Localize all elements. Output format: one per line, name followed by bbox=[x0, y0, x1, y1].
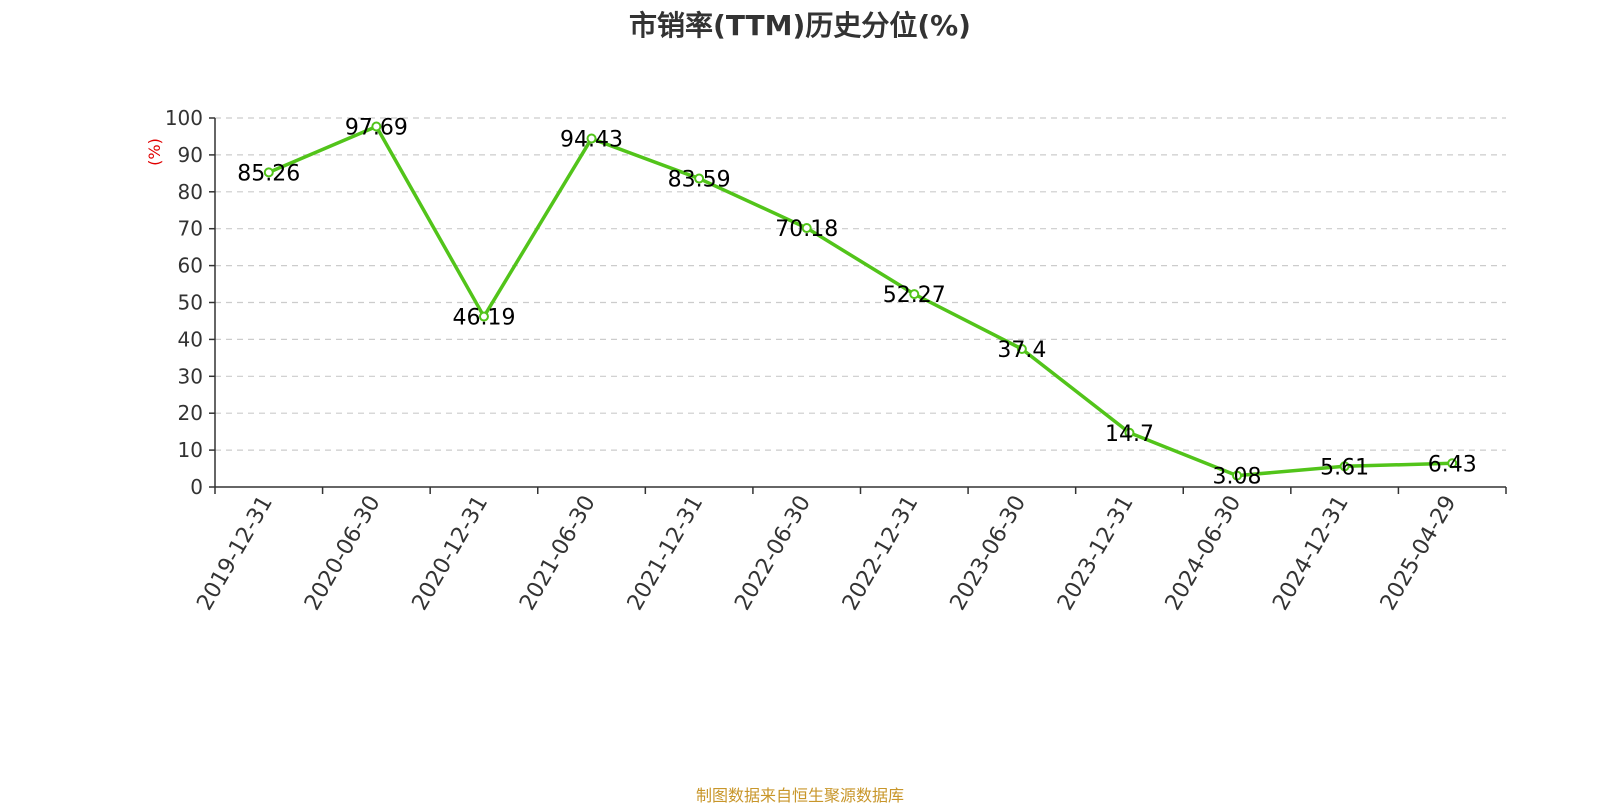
y-ticks: 0 10 20 30 40 50 60 70 80 90 100 bbox=[165, 106, 215, 499]
data-point bbox=[586, 133, 597, 144]
data-label: 97.69 bbox=[345, 116, 408, 141]
data-label: 6.43 bbox=[1428, 452, 1477, 477]
data-label: 70.18 bbox=[775, 217, 838, 242]
data-label: 52.27 bbox=[883, 283, 946, 308]
x-tick-label: 2021-12-31 bbox=[623, 492, 709, 615]
x-ticks: 2019-12-31 2020-06-30 2020-12-31 2021-06-30… bbox=[192, 487, 1507, 615]
data-point bbox=[694, 173, 705, 184]
y-tick-label: 20 bbox=[178, 401, 203, 425]
y-tick-label: 0 bbox=[190, 475, 203, 499]
y-tick-label: 60 bbox=[178, 254, 203, 278]
series-line-group bbox=[263, 121, 1458, 481]
x-tick-label: 2025-04-29 bbox=[1376, 492, 1462, 615]
y-tick-label: 70 bbox=[178, 217, 203, 241]
y-tick-label: 30 bbox=[178, 364, 203, 388]
x-tick-label: 2020-12-31 bbox=[408, 492, 494, 615]
data-point bbox=[1232, 470, 1243, 481]
y-tick-label: 80 bbox=[178, 180, 203, 204]
y-tick-label: 100 bbox=[165, 106, 203, 130]
data-label: 83.59 bbox=[668, 168, 731, 193]
series-line bbox=[268, 124, 1453, 478]
data-label: 85.26 bbox=[237, 161, 300, 186]
x-tick-label: 2024-12-31 bbox=[1268, 492, 1354, 615]
x-tick-label: 2023-12-31 bbox=[1053, 492, 1139, 615]
y-tick-label: 90 bbox=[178, 143, 203, 167]
x-tick-label: 2022-06-30 bbox=[730, 492, 816, 615]
data-label: 94.43 bbox=[560, 128, 623, 153]
x-tick-label: 2020-06-30 bbox=[300, 492, 386, 615]
data-point bbox=[371, 121, 382, 132]
data-point bbox=[1447, 458, 1458, 469]
data-point bbox=[1016, 343, 1027, 354]
y-tick-label: 50 bbox=[178, 291, 203, 315]
data-label: 14.7 bbox=[1105, 422, 1154, 447]
data-point bbox=[1124, 427, 1135, 438]
x-tick-label: 2021-06-30 bbox=[515, 492, 601, 615]
data-point bbox=[478, 311, 489, 322]
data-label: 37.4 bbox=[997, 338, 1046, 363]
y-tick-label: 40 bbox=[178, 327, 203, 351]
x-tick-label: 2024-06-30 bbox=[1161, 492, 1247, 615]
chart-title: 市销率(TTM)历史分位(%) bbox=[629, 9, 971, 42]
y-axis-unit-label: (%) bbox=[145, 138, 164, 166]
data-label: 46.19 bbox=[452, 306, 515, 331]
data-point bbox=[909, 289, 920, 300]
axes bbox=[214, 118, 1506, 488]
data-point bbox=[1339, 461, 1350, 472]
x-tick-label: 2019-12-31 bbox=[192, 492, 278, 615]
x-tick-label: 2023-06-30 bbox=[945, 492, 1031, 615]
grid-lines bbox=[215, 117, 1506, 451]
data-point bbox=[263, 167, 274, 178]
data-label: 3.08 bbox=[1213, 465, 1262, 490]
data-label: 5.61 bbox=[1320, 455, 1369, 480]
data-point bbox=[801, 223, 812, 234]
x-tick-label: 2022-12-31 bbox=[838, 492, 924, 615]
y-tick-label: 10 bbox=[178, 438, 203, 462]
data-labels: 85.26 97.69 46.19 94.43 83.59 70.18 52.27 37.4 1… bbox=[237, 116, 1476, 490]
source-note: 制图数据来自恒生聚源数据库 bbox=[695, 786, 904, 805]
